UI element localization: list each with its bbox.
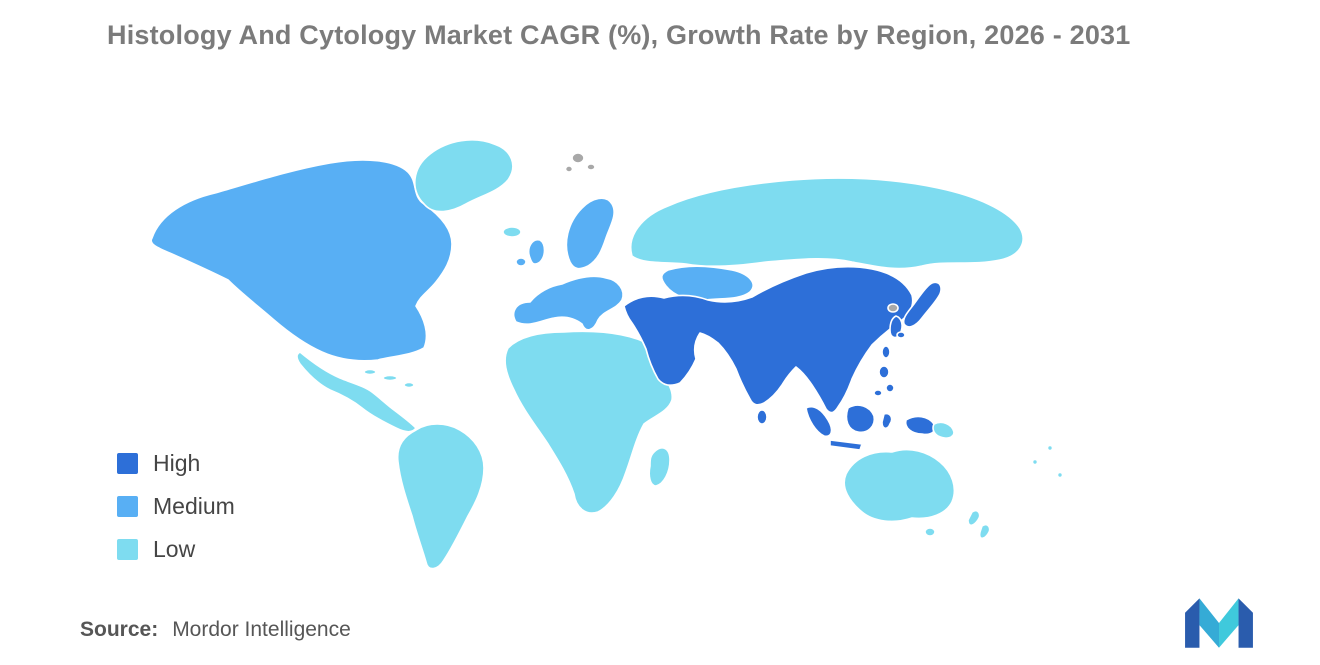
legend-item-low: Low <box>117 536 235 563</box>
chart-title: Histology And Cytology Market CAGR (%), … <box>107 20 1131 50</box>
region-europe <box>512 275 624 331</box>
legend-swatch-high <box>117 453 138 474</box>
region-indonesia <box>805 404 937 451</box>
region-madagascar <box>648 447 671 487</box>
region-greenland <box>414 139 514 213</box>
region-sri-lanka <box>756 409 768 425</box>
region-mexico-central-america <box>296 351 417 433</box>
region-scandinavia <box>565 197 615 270</box>
region-africa <box>504 330 674 514</box>
region-philippines <box>873 365 895 397</box>
region-australia <box>843 448 956 537</box>
region-iceland <box>502 226 522 238</box>
mordor-intelligence-m-logo <box>1185 598 1253 648</box>
legend-label-low: Low <box>153 536 196 562</box>
region-japan <box>896 281 942 339</box>
region-pacific-islands <box>1031 444 1064 479</box>
legend-label-high: High <box>153 450 201 476</box>
region-papua-new-guinea <box>932 421 955 439</box>
region-new-zealand <box>967 509 991 540</box>
legend-swatch-low <box>117 539 138 560</box>
region-north-america <box>150 159 453 362</box>
region-asia-mainland <box>623 265 914 414</box>
region-north-korea <box>887 303 899 313</box>
legend-item-high: High <box>117 450 235 477</box>
region-south-america <box>396 423 485 570</box>
legend: High Medium Low <box>117 450 235 563</box>
source-line: Source: Mordor Intelligence <box>80 618 351 642</box>
source-label: Source: <box>80 618 159 641</box>
region-taiwan <box>881 345 891 359</box>
region-russia <box>629 177 1024 270</box>
source-name: Mordor Intelligence <box>172 618 351 641</box>
region-uk-ireland <box>515 238 546 267</box>
legend-item-medium: Medium <box>117 493 235 520</box>
legend-swatch-medium <box>117 496 138 517</box>
region-central-asia <box>660 265 754 302</box>
legend-label-medium: Medium <box>153 493 235 519</box>
region-svalbard <box>564 152 596 173</box>
region-caribbean <box>363 368 415 389</box>
